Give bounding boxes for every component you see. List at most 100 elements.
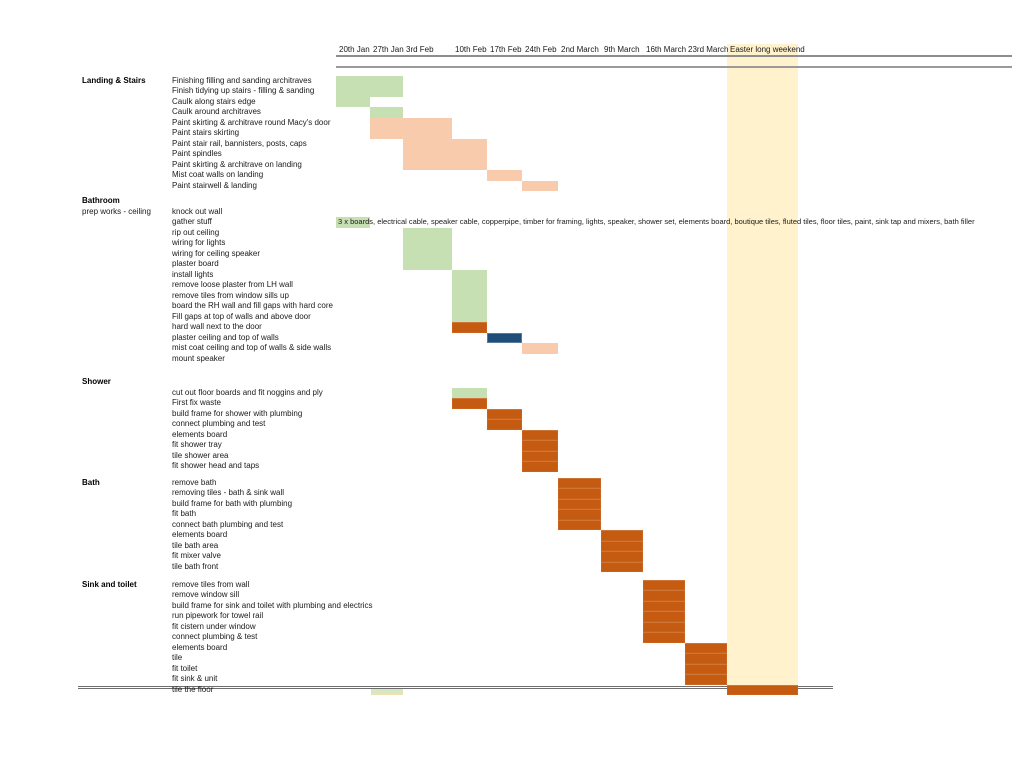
gantt-bar[interactable] bbox=[558, 509, 601, 520]
task-label[interactable]: Caulk around architraves bbox=[172, 107, 261, 116]
date-header-8[interactable]: 9th March bbox=[604, 45, 640, 54]
task-label[interactable]: elements board bbox=[172, 429, 228, 439]
task-label[interactable]: removing tiles - bath & sink wall bbox=[172, 488, 285, 497]
gantt-bar[interactable] bbox=[370, 117, 452, 128]
task-label[interactable]: plaster ceiling and top of walls bbox=[172, 332, 279, 342]
gantt-bar[interactable] bbox=[643, 621, 685, 632]
gantt-bar[interactable] bbox=[487, 419, 522, 430]
gantt-bar[interactable] bbox=[403, 159, 487, 170]
gantt-bar[interactable] bbox=[558, 488, 601, 499]
task-label[interactable]: Paint stair rail, bannisters, posts, cap… bbox=[172, 138, 307, 148]
gantt-bar[interactable] bbox=[522, 180, 558, 191]
task-label[interactable]: mist coat ceiling and top of walls & sid… bbox=[172, 343, 332, 352]
gantt-bar[interactable] bbox=[643, 600, 685, 611]
task-label[interactable]: gather stuff bbox=[172, 217, 212, 226]
task-label[interactable]: Finish tidying up stairs - filling & san… bbox=[172, 86, 315, 95]
gantt-bar[interactable] bbox=[558, 477, 601, 488]
gantt-bar[interactable] bbox=[558, 498, 601, 509]
section-label-3[interactable]: Bath bbox=[82, 477, 100, 487]
task-label[interactable]: Paint skirting & architrave round Macy's… bbox=[172, 117, 331, 127]
gantt-bar[interactable] bbox=[336, 75, 403, 86]
gantt-bar[interactable] bbox=[403, 227, 452, 238]
gantt-bar[interactable] bbox=[370, 128, 452, 139]
section-label-4[interactable]: Sink and toilet bbox=[82, 579, 137, 589]
task-label[interactable]: cut out floor boards and fit noggins and… bbox=[172, 387, 323, 397]
gantt-bar[interactable] bbox=[522, 450, 558, 461]
date-header-9[interactable]: 16th March bbox=[646, 45, 687, 54]
date-header-2[interactable]: 3rd Feb bbox=[406, 45, 434, 54]
gantt-bar[interactable] bbox=[487, 332, 522, 343]
gantt-bar[interactable] bbox=[487, 170, 522, 181]
gantt-bar[interactable] bbox=[685, 674, 727, 685]
task-label[interactable]: Mist coat walls on landing bbox=[172, 170, 264, 179]
task-label[interactable]: Caulk along stairs edge bbox=[172, 96, 256, 106]
gantt-bar[interactable] bbox=[522, 343, 558, 354]
gantt-bar[interactable] bbox=[522, 461, 558, 472]
section-label-1[interactable]: Bathroom bbox=[82, 196, 120, 205]
task-label[interactable]: fit cistern under window bbox=[172, 621, 256, 631]
gantt-bar[interactable] bbox=[452, 301, 487, 312]
task-label[interactable]: knock out wall bbox=[172, 206, 223, 216]
task-label[interactable]: tile bbox=[172, 653, 183, 662]
section-label-0[interactable]: Landing & Stairs bbox=[82, 75, 146, 85]
gantt-bar[interactable] bbox=[336, 86, 403, 97]
date-header-6[interactable]: 24th Feb bbox=[525, 45, 557, 54]
task-label[interactable]: tile bath front bbox=[172, 561, 219, 571]
task-label[interactable]: mount speaker bbox=[172, 353, 225, 363]
gantt-bar[interactable] bbox=[643, 611, 685, 622]
task-label[interactable]: hard wall next to the door bbox=[172, 322, 262, 331]
task-label[interactable]: run pipework for towel rail bbox=[172, 611, 264, 620]
task-label[interactable]: Fill gaps at top of walls and above door bbox=[172, 311, 311, 321]
task-label[interactable]: remove loose plaster from LH wall bbox=[172, 280, 293, 289]
gantt-bar[interactable] bbox=[403, 149, 487, 160]
task-label[interactable]: remove tiles from wall bbox=[172, 579, 250, 589]
date-header-4[interactable]: 10th Feb bbox=[455, 45, 487, 54]
task-label[interactable]: build frame for shower with plumbing bbox=[172, 408, 303, 418]
gantt-bar[interactable] bbox=[452, 290, 487, 301]
gantt-bar[interactable] bbox=[601, 540, 643, 551]
task-label[interactable]: fit sink & unit bbox=[172, 674, 218, 683]
gantt-bar[interactable] bbox=[522, 440, 558, 451]
gantt-bar[interactable] bbox=[336, 96, 370, 107]
task-label[interactable]: fit bath bbox=[172, 509, 197, 518]
gantt-bar[interactable] bbox=[727, 684, 798, 695]
gantt-bar[interactable] bbox=[452, 311, 487, 322]
task-label[interactable]: elements board bbox=[172, 642, 228, 652]
task-label[interactable]: Paint stairwell & landing bbox=[172, 180, 257, 190]
task-label[interactable]: board the RH wall and fill gaps with har… bbox=[172, 301, 333, 310]
task-label[interactable]: tile shower area bbox=[172, 450, 229, 460]
gantt-bar[interactable] bbox=[336, 217, 370, 228]
gantt-bar[interactable] bbox=[522, 429, 558, 440]
gantt-bar[interactable] bbox=[403, 248, 452, 259]
task-label[interactable]: remove bath bbox=[172, 477, 217, 487]
gantt-bar[interactable] bbox=[452, 280, 487, 291]
task-label[interactable]: remove tiles from window sills up bbox=[172, 290, 289, 300]
gantt-bar[interactable] bbox=[643, 579, 685, 590]
task-label[interactable]: connect bath plumbing and test bbox=[172, 519, 284, 529]
date-header-7[interactable]: 2nd March bbox=[561, 45, 599, 54]
task-label[interactable]: fit toilet bbox=[172, 663, 198, 673]
task-label[interactable]: Paint stairs skirting bbox=[172, 128, 240, 137]
task-label[interactable]: connect plumbing & test bbox=[172, 632, 258, 641]
task-label[interactable]: tile bath area bbox=[172, 540, 219, 550]
gantt-bar[interactable] bbox=[601, 530, 643, 541]
gantt-bar[interactable] bbox=[452, 269, 487, 280]
task-label[interactable]: build frame for bath with plumbing bbox=[172, 498, 293, 508]
gantt-bar[interactable] bbox=[403, 259, 452, 270]
gantt-bar[interactable] bbox=[601, 561, 643, 572]
task-label[interactable]: build frame for sink and toilet with plu… bbox=[172, 600, 373, 610]
gantt-bar[interactable] bbox=[643, 632, 685, 643]
task-label[interactable]: install lights bbox=[172, 269, 214, 279]
gantt-bar[interactable] bbox=[452, 322, 487, 333]
task-label[interactable]: First fix waste bbox=[172, 398, 221, 407]
task-label[interactable]: wiring for ceiling speaker bbox=[172, 248, 261, 258]
gantt-bar[interactable] bbox=[558, 519, 601, 530]
task-label[interactable]: connect plumbing and test bbox=[172, 419, 266, 428]
gantt-bar[interactable] bbox=[452, 387, 487, 398]
gantt-bar[interactable] bbox=[370, 107, 403, 118]
task-label[interactable]: Finishing filling and sanding architrave… bbox=[172, 75, 312, 85]
task-label[interactable]: remove window sill bbox=[172, 590, 240, 599]
task-label[interactable]: rip out ceiling bbox=[172, 227, 220, 237]
gantt-bar[interactable] bbox=[643, 590, 685, 601]
task-label[interactable]: elements board bbox=[172, 530, 228, 539]
